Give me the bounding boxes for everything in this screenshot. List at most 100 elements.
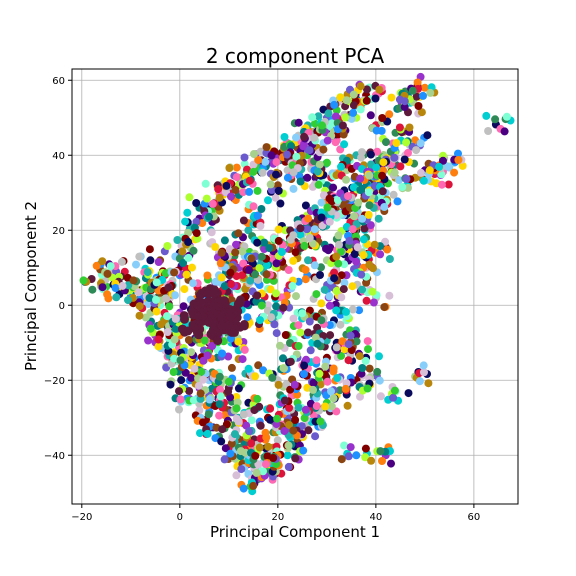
scatter-point-cluster <box>196 298 205 307</box>
scatter-point <box>144 337 152 345</box>
scatter-point <box>240 485 248 493</box>
scatter-point <box>300 362 308 370</box>
scatter-point <box>249 482 257 490</box>
scatter-point <box>426 89 434 97</box>
scatter-point <box>241 154 249 162</box>
scatter-point-cluster <box>210 289 219 298</box>
scatter-point <box>369 288 377 296</box>
scatter-point <box>227 280 235 288</box>
scatter-point <box>152 296 160 304</box>
scatter-point <box>335 231 343 239</box>
scatter-point <box>264 196 272 204</box>
scatter-point <box>417 139 425 147</box>
scatter-point <box>177 376 185 384</box>
scatter-point <box>197 390 205 398</box>
scatter-point <box>323 204 331 212</box>
scatter-point <box>370 299 378 307</box>
scatter-point <box>172 315 180 323</box>
scatter-point <box>327 387 335 395</box>
scatter-point <box>454 156 462 164</box>
scatter-point <box>375 352 383 360</box>
scatter-point <box>484 127 492 135</box>
scatter-point <box>177 356 185 364</box>
scatter-point <box>349 306 357 314</box>
scatter-point <box>178 247 186 255</box>
scatter-point <box>233 164 241 172</box>
scatter-point <box>415 102 423 110</box>
scatter-point <box>204 430 212 438</box>
scatter-point <box>184 238 192 246</box>
scatter-point <box>482 112 490 120</box>
scatter-point <box>350 212 358 220</box>
scatter-point <box>367 111 375 119</box>
scatter-point <box>268 151 276 159</box>
scatter-point <box>386 255 394 263</box>
scatter-point <box>272 302 280 310</box>
scatter-point <box>292 292 300 300</box>
scatter-point <box>287 358 295 366</box>
scatter-point <box>319 146 327 154</box>
scatter-point <box>153 308 161 316</box>
scatter-point <box>391 387 399 395</box>
scatter-point <box>366 365 374 373</box>
scatter-point <box>295 404 303 412</box>
scatter-point <box>317 316 325 324</box>
scatter-point <box>155 258 163 266</box>
scatter-point <box>231 186 239 194</box>
scatter-point <box>356 175 364 183</box>
scatter-point <box>329 184 337 192</box>
scatter-point <box>306 234 314 242</box>
scatter-point <box>307 346 315 354</box>
y-tick-label: −20 <box>44 376 65 387</box>
scatter-point <box>239 355 247 363</box>
scatter-point <box>254 187 262 195</box>
scatter-point <box>342 385 350 393</box>
scatter-point <box>98 257 106 265</box>
scatter-point-cluster <box>234 300 243 309</box>
scatter-point <box>258 253 266 261</box>
y-axis-label: Principal Component 2 <box>22 201 40 371</box>
scatter-point <box>344 192 352 200</box>
scatter-point <box>266 416 274 424</box>
scatter-point <box>406 124 414 132</box>
scatter-point <box>300 370 308 378</box>
scatter-point <box>389 394 397 402</box>
scatter-point <box>170 269 178 277</box>
scatter-point <box>318 214 326 222</box>
scatter-point <box>426 166 434 174</box>
scatter-point <box>321 286 329 294</box>
scatter-point <box>330 274 338 282</box>
scatter-point <box>377 392 385 400</box>
x-axis-label: Principal Component 1 <box>210 523 380 541</box>
scatter-point <box>88 286 96 294</box>
scatter-point <box>417 169 425 177</box>
scatter-point <box>375 215 383 223</box>
scatter-point <box>291 381 299 389</box>
scatter-point <box>362 445 370 453</box>
scatter-point <box>146 256 154 264</box>
scatter-point <box>256 444 264 452</box>
scatter-point-cluster <box>209 326 218 335</box>
scatter-point <box>209 200 217 208</box>
scatter-point <box>279 304 287 312</box>
scatter-point <box>385 292 393 300</box>
scatter-point <box>285 266 293 274</box>
scatter-point <box>304 329 312 337</box>
scatter-point <box>231 248 239 256</box>
scatter-point <box>333 343 341 351</box>
scatter-point <box>342 176 350 184</box>
scatter-point <box>349 225 357 233</box>
scatter-point <box>188 264 196 272</box>
scatter-point <box>302 406 310 414</box>
scatter-point <box>365 172 373 180</box>
scatter-point <box>300 133 308 141</box>
scatter-point <box>326 218 334 226</box>
scatter-point <box>358 364 366 372</box>
scatter-point <box>103 290 111 298</box>
y-tick-label: 40 <box>52 151 65 162</box>
scatter-point <box>112 284 120 292</box>
scatter-point <box>358 286 366 294</box>
scatter-point <box>272 171 280 179</box>
scatter-point <box>273 259 281 267</box>
scatter-point <box>347 332 355 340</box>
